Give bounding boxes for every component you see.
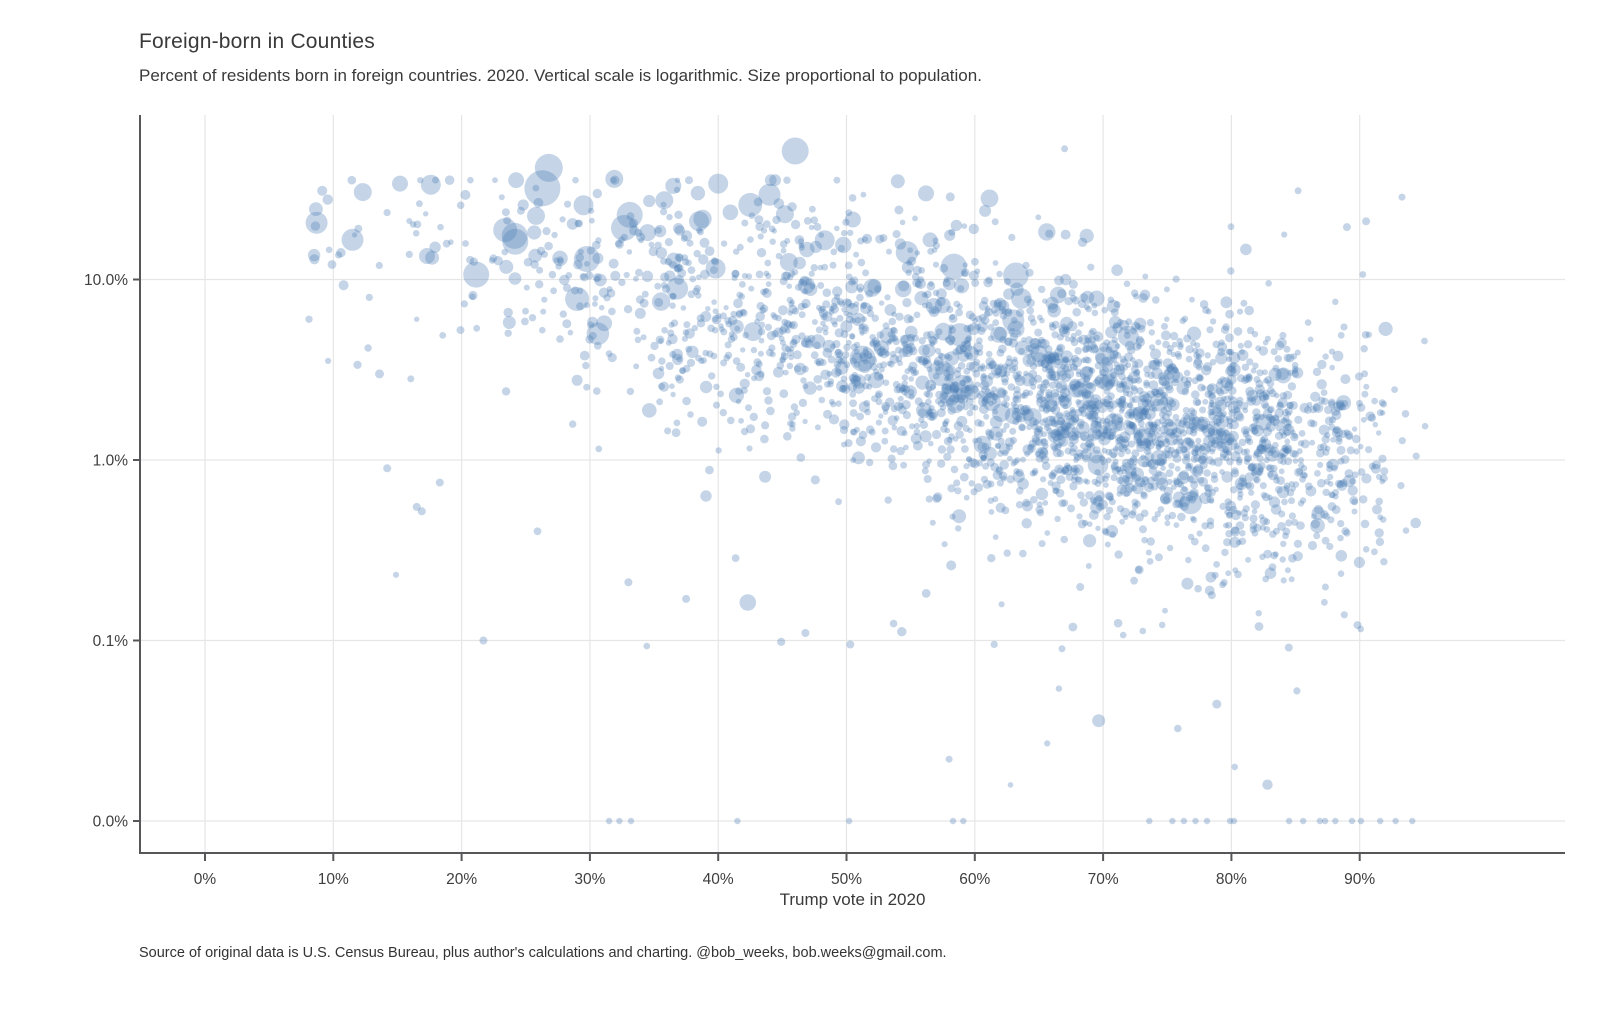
x-tick-label: 90% <box>1344 871 1375 888</box>
x-tick-label: 40% <box>703 871 734 888</box>
gridlines <box>140 115 1565 853</box>
y-tick-label: 10.0% <box>84 272 128 289</box>
x-tick-label: 10% <box>318 871 349 888</box>
x-tick-label: 20% <box>446 871 477 888</box>
axes <box>133 115 1565 861</box>
chart-title: Foreign-born in Counties <box>139 30 375 53</box>
county-bubbles <box>305 137 1429 825</box>
tick-labels: 0% 10% 20% 30% 40% 50% 60% 70% 80% 90% 10.0% 1.0% 0.… <box>84 272 1375 888</box>
chart-footer: Source of original data is U.S. Census B… <box>139 945 947 961</box>
x-tick-label: 70% <box>1088 871 1119 888</box>
x-tick-label: 80% <box>1216 871 1247 888</box>
x-tick-label: 50% <box>831 871 862 888</box>
x-tick-label: 30% <box>574 871 605 888</box>
x-tick-label: 0% <box>194 871 217 888</box>
x-axis-title: Trump vote in 2020 <box>779 890 926 909</box>
x-tick-label: 60% <box>959 871 990 888</box>
y-tick-label: 1.0% <box>93 452 129 469</box>
y-tick-label: 0.0% <box>93 813 129 830</box>
y-tick-label: 0.1% <box>93 633 129 650</box>
chart-subtitle: Percent of residents born in foreign cou… <box>139 66 982 85</box>
